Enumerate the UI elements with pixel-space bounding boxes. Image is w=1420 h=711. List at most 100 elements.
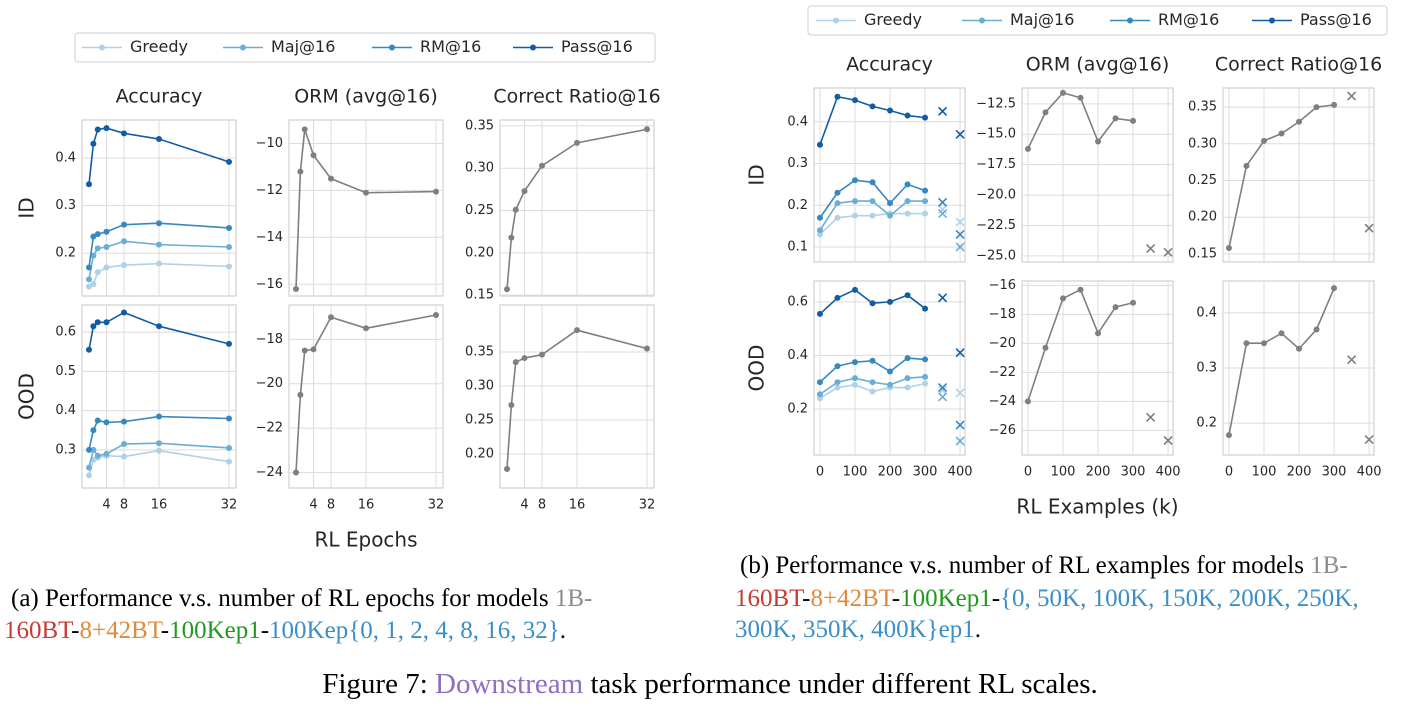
x-tick-label: 8 bbox=[538, 498, 546, 513]
y-tick-label: 0.25 bbox=[465, 203, 494, 218]
data-point bbox=[363, 325, 369, 332]
data-point bbox=[1296, 345, 1303, 352]
data-point bbox=[504, 286, 510, 293]
y-tick-label: −20 bbox=[989, 336, 1016, 351]
caption-segment: - bbox=[992, 585, 1000, 612]
y-tick-label: 0.2 bbox=[787, 198, 808, 213]
data-point bbox=[363, 189, 369, 196]
data-point bbox=[521, 188, 528, 195]
y-tick-label: 0.2 bbox=[787, 401, 808, 416]
data-point bbox=[922, 210, 929, 217]
data-point bbox=[851, 381, 858, 388]
caption-segment: - bbox=[802, 585, 810, 612]
data-point bbox=[94, 126, 101, 133]
y-tick-label: 0.35 bbox=[465, 118, 494, 133]
data-point bbox=[887, 298, 894, 305]
y-tick-label: −18 bbox=[989, 307, 1016, 322]
data-point bbox=[816, 141, 823, 148]
x-axis-label: RL Examples (k) bbox=[1016, 495, 1178, 519]
y-tick-label: −10 bbox=[256, 136, 283, 151]
data-point bbox=[121, 238, 127, 245]
y-tick-label: 0.35 bbox=[1188, 100, 1217, 115]
legend-marker bbox=[240, 44, 246, 51]
data-point bbox=[869, 198, 876, 205]
data-point bbox=[1313, 104, 1320, 111]
caption-line: Figure 7: Downstream task performance un… bbox=[322, 668, 1098, 700]
x-tick-label: 100 bbox=[1252, 465, 1277, 480]
x-tick-label: 32 bbox=[639, 498, 656, 513]
data-point bbox=[816, 214, 823, 221]
data-point bbox=[869, 179, 876, 186]
data-point bbox=[834, 214, 841, 221]
data-point bbox=[1130, 299, 1137, 306]
data-point bbox=[90, 281, 97, 288]
y-tick-label: −16 bbox=[256, 277, 283, 292]
caption-segment: Figure 7: bbox=[322, 668, 435, 700]
data-point bbox=[310, 152, 317, 159]
data-point bbox=[1112, 304, 1119, 311]
x-tick-label: 8 bbox=[120, 498, 128, 513]
y-tick-label: −12 bbox=[256, 183, 283, 198]
y-tick-label: −17.5 bbox=[976, 157, 1016, 172]
legend-marker bbox=[833, 17, 839, 24]
x-tick-label: 300 bbox=[913, 465, 938, 480]
cross-point bbox=[1364, 435, 1374, 445]
data-point bbox=[834, 379, 841, 386]
cross-point bbox=[955, 420, 965, 430]
legend-label: Maj@16 bbox=[271, 37, 335, 56]
data-point bbox=[869, 379, 876, 386]
data-point bbox=[86, 346, 92, 353]
data-point bbox=[86, 446, 92, 453]
plot-area bbox=[1021, 280, 1174, 456]
data-point bbox=[508, 402, 515, 409]
data-point bbox=[1331, 101, 1338, 108]
caption-line: 160BT-8+42BT-100Kep1-100Kep{0, 1, 2, 4, … bbox=[4, 617, 566, 644]
panel-title: Correct Ratio@16 bbox=[1215, 54, 1382, 76]
data-point bbox=[834, 363, 841, 370]
data-point bbox=[1243, 162, 1250, 169]
data-point bbox=[834, 384, 841, 391]
data-point bbox=[156, 260, 162, 267]
data-point bbox=[1225, 432, 1232, 439]
data-point bbox=[94, 417, 101, 424]
data-point bbox=[851, 198, 858, 205]
data-point bbox=[834, 294, 841, 301]
data-point bbox=[574, 327, 580, 334]
data-point bbox=[922, 380, 929, 387]
data-point bbox=[904, 112, 911, 119]
y-tick-label: −18 bbox=[256, 332, 283, 347]
data-point bbox=[121, 453, 127, 460]
legend-label: RM@16 bbox=[420, 37, 481, 56]
legend-label: Pass@16 bbox=[561, 37, 633, 56]
x-tick-label: 0 bbox=[1225, 465, 1233, 480]
caption-segment: 300K, 350K, 400K}ep1 bbox=[735, 616, 975, 643]
y-tick-label: 0.4 bbox=[787, 114, 808, 129]
legend-label: RM@16 bbox=[1158, 10, 1219, 29]
plot-area bbox=[813, 87, 966, 263]
data-point bbox=[851, 359, 858, 366]
data-point bbox=[226, 263, 232, 270]
data-point bbox=[1042, 344, 1049, 351]
caption-segment: 160BT bbox=[735, 585, 804, 612]
x-tick-label: 0 bbox=[816, 465, 824, 480]
panel-title: Accuracy bbox=[116, 86, 203, 108]
cross-point bbox=[938, 197, 948, 207]
y-tick-label: 0.20 bbox=[1188, 210, 1217, 225]
data-point bbox=[433, 188, 439, 195]
data-point bbox=[922, 198, 929, 205]
y-tick-label: 0.25 bbox=[1188, 173, 1217, 188]
y-tick-label: 0.15 bbox=[1188, 246, 1217, 261]
data-point bbox=[1313, 326, 1320, 333]
data-point bbox=[1112, 115, 1119, 122]
data-point bbox=[504, 465, 510, 472]
panel-title: Correct Ratio@16 bbox=[493, 86, 660, 108]
data-point bbox=[156, 241, 162, 248]
x-tick-label: 4 bbox=[309, 498, 317, 513]
y-tick-label: −24 bbox=[256, 465, 283, 480]
y-tick-label: 0.5 bbox=[55, 364, 76, 379]
cross-point bbox=[1364, 223, 1374, 233]
x-tick-label: 100 bbox=[1051, 465, 1076, 480]
data-point bbox=[156, 220, 162, 227]
data-point bbox=[1130, 117, 1137, 124]
data-point bbox=[301, 347, 308, 354]
